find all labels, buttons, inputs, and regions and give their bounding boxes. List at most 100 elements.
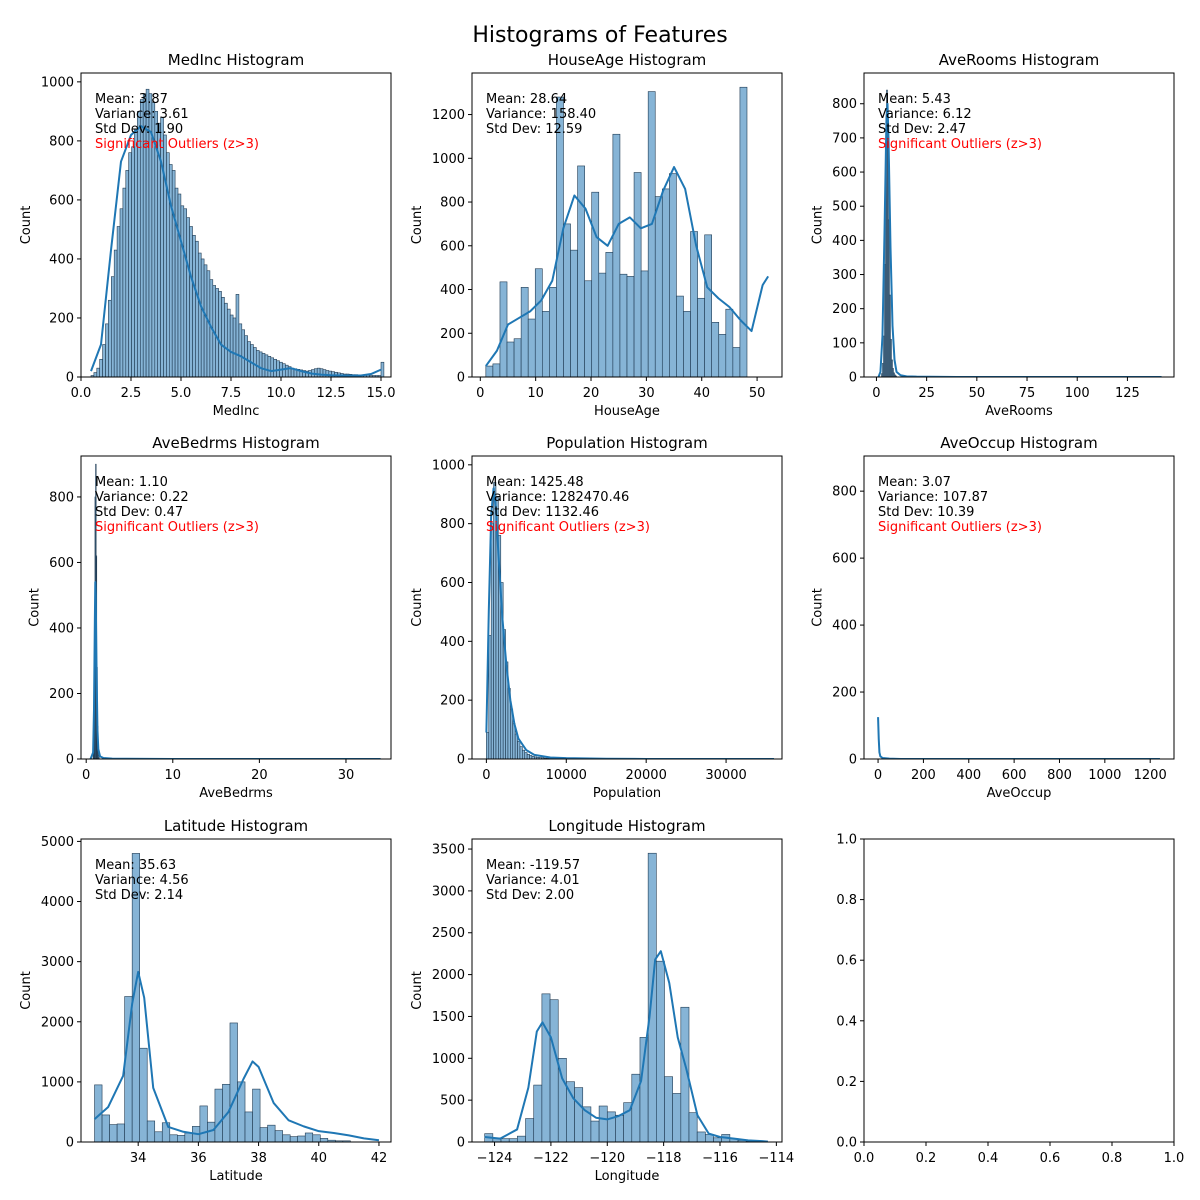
histogram-bar (520, 287, 529, 377)
y-tick-label: 800 (440, 517, 465, 532)
histogram-bar (189, 226, 193, 377)
histogram-bar (519, 746, 523, 759)
stat-std: Std Dev: 1.90 (95, 122, 183, 137)
histogram-bar (116, 226, 121, 377)
x-axis-label: Population (593, 786, 661, 801)
histogram-bar (198, 252, 202, 377)
x-tick-label: 34 (130, 1151, 147, 1166)
histogram-bar (250, 344, 254, 377)
histogram-bar (174, 187, 179, 377)
histogram-bar (119, 208, 124, 377)
kde-line (89, 581, 381, 759)
x-tick-label: 12.5 (317, 386, 346, 401)
x-tick-label: 50 (749, 386, 766, 401)
y-tick-label: 500 (440, 1094, 465, 1109)
x-tick-label: 0.0 (854, 1151, 875, 1166)
y-tick-label: 400 (832, 234, 857, 249)
stat-mean: Mean: 35.63 (95, 858, 176, 873)
histogram-bar (508, 1138, 518, 1142)
histogram-bar (683, 311, 691, 377)
histogram-bar (612, 133, 621, 377)
subplot-5: 0 10000 20000 30000 0 200 400 600 800 1000 Populat… (410, 434, 783, 801)
y-tick-label: 1000 (432, 1052, 465, 1067)
x-tick-label: 40 (693, 386, 710, 401)
x-tick-label: 36 (190, 1151, 207, 1166)
subplot-8: −124 −122 −120 −118 −116 −114 0 500 1000 1500 2000… (410, 817, 794, 1184)
y-axis-label: Count (410, 588, 425, 627)
y-tick-label: 700 (832, 131, 857, 146)
x-axis-label: Longitude (595, 1169, 660, 1184)
kde-line (877, 717, 1160, 759)
histogram-bar (180, 205, 185, 377)
histogram-bar (380, 361, 385, 377)
x-tick-label: 0 (476, 386, 484, 401)
x-tick-label: 0 (874, 768, 882, 783)
histogram-bar (192, 235, 196, 377)
y-tick-label: 400 (49, 621, 74, 636)
histogram-bar (261, 353, 266, 377)
histogram-bar (526, 753, 530, 759)
x-tick-label: 20 (251, 768, 268, 783)
histogram-bar (319, 1138, 329, 1142)
stat-mean: Mean: 3.07 (878, 475, 951, 490)
stat-std: Std Dev: 1132.46 (486, 505, 599, 520)
y-tick-label: 800 (49, 490, 74, 505)
histogram-bar (241, 329, 246, 377)
stat-variance: Variance: 4.01 (486, 873, 580, 888)
y-tick-label: 1200 (432, 108, 465, 123)
histogram-bar (615, 1114, 624, 1142)
histogram-bar (486, 732, 490, 759)
histogram-bar (284, 364, 289, 377)
histogram-bar (169, 1134, 178, 1142)
y-tick-label: 0 (66, 753, 74, 768)
y-tick-label: 0.0 (836, 1136, 857, 1151)
y-axis-label: Count (19, 971, 34, 1010)
stat-mean: Mean: 5.43 (878, 92, 951, 107)
x-tick-label: 0 (872, 386, 880, 401)
histogram-bar (647, 91, 656, 377)
x-tick-label: 2.5 (121, 386, 142, 401)
stat-outlier-note: Significant Outliers (z>3) (878, 137, 1042, 152)
y-tick-label: 500 (832, 200, 857, 215)
subplot-title: AveRooms Histogram (939, 51, 1100, 69)
x-tick-label: 42 (371, 1151, 388, 1166)
x-tick-label: 38 (250, 1151, 267, 1166)
histogram-bar (102, 344, 106, 377)
histogram-bar (313, 368, 318, 377)
stat-mean: Mean: 1425.48 (486, 475, 584, 490)
histogram-bar (316, 367, 321, 377)
y-tick-label: 3000 (432, 884, 465, 899)
stat-mean: Mean: 28.64 (486, 92, 567, 107)
stat-std: Std Dev: 2.00 (486, 888, 574, 903)
histogram-bar (492, 363, 501, 377)
histogram-bar (109, 1124, 118, 1142)
x-tick-label: 30000 (705, 768, 746, 783)
stat-outlier-note: Significant Outliers (z>3) (95, 520, 259, 535)
histogram-bar (718, 334, 727, 377)
stat-variance: Variance: 3.61 (95, 107, 189, 122)
x-tick-label: 600 (1002, 768, 1027, 783)
histogram-bar (247, 341, 251, 377)
histogram-bar (688, 1112, 698, 1142)
plot-area (877, 717, 1160, 759)
histogram-bar (525, 1118, 535, 1142)
x-tick-label: 7.5 (221, 386, 242, 401)
x-tick-label: 15.0 (367, 386, 396, 401)
y-tick-label: 0 (66, 1136, 74, 1151)
stat-std: Std Dev: 10.39 (878, 505, 974, 520)
histogram-bar (725, 308, 734, 377)
histogram-bar (591, 191, 600, 377)
histogram-bar (267, 356, 272, 377)
histogram-bar (128, 152, 132, 377)
x-tick-label: 125 (1115, 386, 1140, 401)
histogram-bar (232, 317, 237, 377)
subplot-6: 0 200 400 600 800 1000 1200 0 200 400 600 800 AveOcc… (810, 434, 1175, 801)
histogram-bar (676, 295, 684, 377)
histogram-bar (116, 1123, 125, 1142)
y-tick-label: 600 (49, 556, 74, 571)
histogram-bar (541, 311, 550, 377)
histogram-bar (713, 1137, 722, 1142)
x-tick-label: 0.6 (1040, 1151, 1061, 1166)
x-tick-label: 0 (482, 768, 490, 783)
x-tick-label: 1.0 (1164, 1151, 1185, 1166)
